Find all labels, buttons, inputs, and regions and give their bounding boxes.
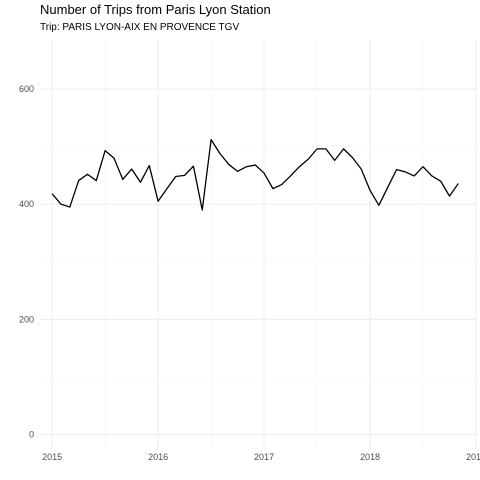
x-tick-label: 2019	[466, 452, 480, 462]
x-tick-label: 2018	[360, 452, 380, 462]
chart-subtitle: Trip: PARIS LYON-AIX EN PROVENCE TGV	[40, 22, 240, 33]
y-tick-label: 0	[29, 430, 34, 440]
y-tick-label: 200	[19, 314, 34, 324]
x-tick-label: 2017	[254, 452, 274, 462]
x-tick-label: 2016	[148, 452, 168, 462]
series-line	[51, 139, 459, 211]
y-tick-label: 400	[19, 199, 34, 209]
x-tick-label: 2015	[42, 452, 62, 462]
y-tick-label: 600	[19, 84, 34, 94]
chart-title: Number of Trips from Paris Lyon Station	[40, 2, 271, 17]
